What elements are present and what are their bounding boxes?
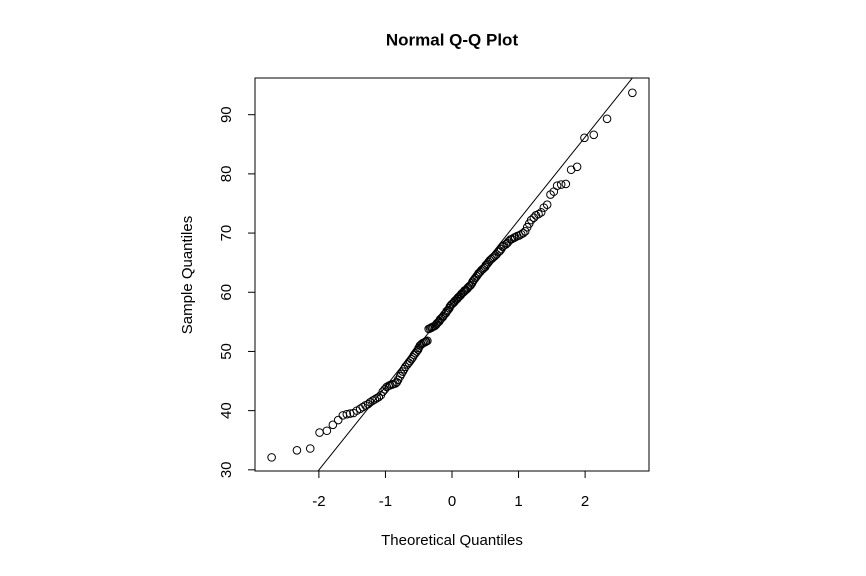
- point: [572, 162, 582, 172]
- point: [328, 420, 338, 430]
- y-tick-label: 70: [218, 225, 235, 242]
- x-tick-label: -1: [379, 493, 392, 510]
- point: [421, 337, 430, 347]
- point: [556, 180, 566, 189]
- point: [267, 453, 276, 462]
- point: [397, 369, 406, 379]
- point: [395, 372, 405, 381]
- point: [526, 215, 536, 225]
- point: [292, 445, 302, 455]
- point: [358, 402, 368, 412]
- point: [365, 398, 375, 407]
- y-axis-label: Sample Quantiles: [179, 216, 196, 334]
- point: [534, 209, 543, 219]
- point: [602, 114, 612, 124]
- point: [305, 444, 315, 453]
- x-tick-label: -2: [312, 493, 325, 510]
- point: [561, 179, 571, 189]
- point: [536, 208, 546, 217]
- point: [518, 228, 528, 238]
- point: [398, 367, 408, 376]
- point: [580, 133, 589, 143]
- point: [489, 252, 499, 262]
- y-tick-label: 50: [218, 343, 235, 360]
- point: [322, 426, 332, 436]
- point: [342, 409, 352, 419]
- point: [628, 88, 637, 98]
- point: [333, 415, 343, 425]
- point: [542, 200, 552, 209]
- point: [589, 130, 599, 140]
- x-tick-label: 1: [514, 493, 522, 510]
- y-tick-label: 90: [218, 106, 235, 123]
- point: [423, 336, 432, 346]
- x-axis-label: Theoretical Quantiles: [381, 532, 523, 549]
- chart-title: Normal Q-Q Plot: [386, 30, 519, 49]
- x-tick-label: 2: [581, 493, 589, 510]
- y-tick-label: 60: [218, 284, 235, 301]
- point: [501, 240, 511, 249]
- point: [520, 226, 530, 236]
- x-tick-label: 0: [448, 493, 456, 510]
- point: [552, 181, 562, 191]
- y-tick-label: 40: [218, 402, 235, 419]
- y-tick-label: 30: [218, 461, 235, 478]
- y-tick-label: 80: [218, 166, 235, 183]
